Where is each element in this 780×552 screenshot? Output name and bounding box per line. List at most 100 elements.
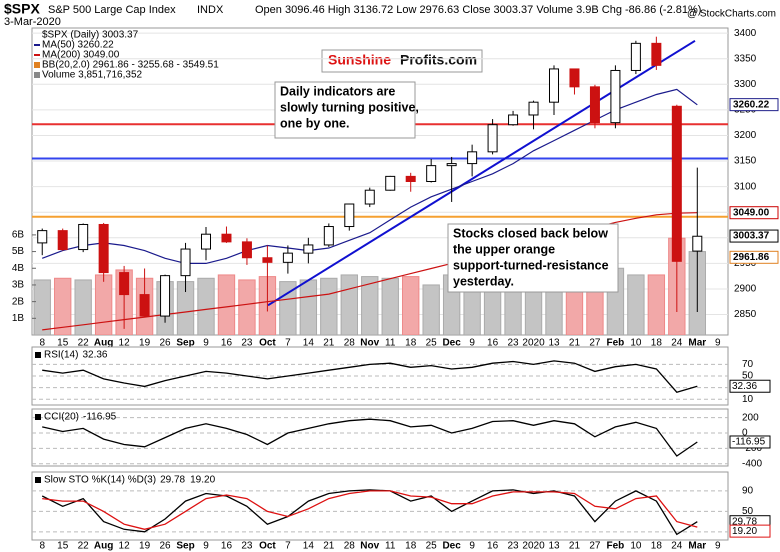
volume-tick-label: 5B [12,246,25,257]
volume-tick-label: 2B [12,296,25,307]
x-tick-label: 28 [344,338,356,349]
symbol: $SPX [4,1,40,17]
candle-body [467,151,478,165]
candle-body [671,105,682,262]
y-tick-label: 90 [742,486,754,497]
panel-frame [31,408,729,467]
x-tick-label: 11 [385,541,396,552]
candle-body [426,165,437,183]
x-tick-label: 25 [426,338,438,349]
price-tag-label: 3260.22 [733,99,770,110]
x-tick-label: 27 [589,541,601,552]
x-tick-label: 7 [285,338,291,349]
annotation-text: one by one. [280,116,349,130]
x-tick-label: Sep [176,541,194,552]
annotation-box [447,223,619,293]
candle-body [57,230,68,251]
value-tag-label: -116.95 [732,437,766,448]
price-tag [729,229,779,243]
candle-body [78,223,89,251]
annotation-box [274,81,416,139]
y-tick-label: 0 [742,428,748,439]
price-tag-label: 3049.00 [733,207,770,218]
volume-bar [340,274,358,335]
candle-body [282,252,293,263]
x-tick-label: 18 [651,338,663,349]
panel-title: Slow STO %K(14) %D(3) [44,475,156,486]
annotation-text: Stocks closed back below [453,226,608,240]
x-tick-label: 18 [405,338,417,349]
x-tick-label: 21 [569,541,581,552]
x-tick-label: 27 [589,338,601,349]
candle-body [200,233,212,250]
candle-body [180,248,191,277]
price-tag [729,98,779,112]
y-tick-label: 50 [742,506,754,517]
exchange: INDX [197,4,224,16]
x-tick-label: Aug [94,541,113,552]
volume-bar [238,279,256,335]
x-tick-label: 10 [630,541,642,552]
x-tick-label: 19 [139,338,151,349]
volume-bar [381,277,399,335]
x-tick-label: 9 [469,541,475,552]
y-tick-label: -400 [742,458,762,469]
candle-body [139,294,150,317]
x-tick-label: 15 [57,338,69,349]
volume-bar [217,274,236,335]
y-tick-label: -200 [742,443,762,454]
quote: Open 3096.46 High 3136.72 Low 2976.63 Cl… [255,4,701,16]
price-tag [729,206,779,220]
x-tick-label: 26 [159,338,171,349]
x-tick-label: 16 [487,338,499,349]
y-tick-label: 3150 [734,156,757,167]
panel-title-value: -116.95 [83,412,117,423]
volume-bar [299,279,318,335]
volume-bar [627,274,645,335]
volume-bar [320,277,338,335]
index-name: S&P 500 Large Cap Index [48,4,176,16]
y-tick-label: 3300 [734,79,757,90]
x-tick-label: 13 [548,338,560,349]
candle-body [364,189,375,205]
trendline [267,39,696,307]
x-tick-label: 21 [323,541,335,552]
x-tick-label: 7 [285,541,291,552]
x-tick-label: 9 [715,541,721,552]
x-tick-label: 23 [507,541,519,552]
candle-body [630,42,641,71]
panel-title-value: 32.36 [82,350,107,361]
x-tick-label: 10 [630,338,642,349]
x-tick-label: 16 [221,338,233,349]
title-swatch [35,477,41,483]
value-tag-label: 29.78 [732,516,757,527]
price-tag [729,250,779,264]
x-tick-label: 21 [323,338,335,349]
logo-second: Profits.com [400,52,477,68]
y-tick-label: 2900 [734,284,757,295]
value-tag [729,435,771,449]
y-tick-label: 10 [742,394,754,405]
value-tag-label: 19.20 [732,526,757,537]
x-tick-label: 18 [651,541,663,552]
y-tick-label: 200 [742,412,759,423]
x-tick-label: 11 [385,338,396,349]
y-tick-label: 50 [742,371,754,382]
x-tick-label: Mar [688,541,706,552]
x-tick-label: 14 [303,541,315,552]
legend-label: $SPX (Daily) 3003.37 [42,30,139,41]
x-tick-label: Dec [442,338,461,349]
candle-body [692,235,703,252]
y-tick-label: 70 [742,359,754,370]
x-tick-label: Feb [607,541,625,552]
x-tick-label: Oct [259,338,276,349]
x-tick-label: Oct [259,541,276,552]
x-tick-label: 9 [203,338,209,349]
date: 3-Mar-2020 [4,16,61,28]
x-tick-label: 25 [426,541,438,552]
candle-body [385,175,396,191]
legend-entry: MA(200) 3049.00 [42,50,120,61]
x-tick-label: 23 [241,541,253,552]
candle-body [98,223,109,274]
price-tag-label: 2961.86 [733,252,770,263]
